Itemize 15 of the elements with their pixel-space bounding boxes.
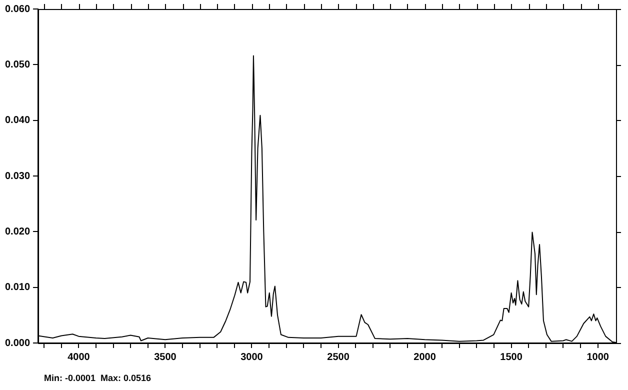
y-tick-label: 0.000: [4, 338, 30, 349]
y-tick-label: 0.040: [4, 115, 30, 126]
y-tick-label: 0.050: [4, 59, 30, 70]
x-tick-label: 2500: [327, 352, 350, 363]
y-tick-label: 0.010: [4, 282, 30, 294]
y-tick-label: 0.060: [4, 4, 30, 15]
x-tick-label: 3000: [240, 352, 264, 363]
x-tick-label: 2000: [414, 352, 436, 363]
x-tick-label: 1000: [586, 352, 610, 363]
x-tick-label: 1500: [500, 352, 523, 363]
y-tick-label: 0.030: [4, 170, 30, 182]
x-tick-label: 3500: [154, 352, 177, 363]
text: Min: -0.0001 Max: 0.0516: [44, 373, 152, 383]
y-tick-label: 0.020: [4, 226, 30, 238]
x-tick-label: 4000: [68, 352, 90, 363]
